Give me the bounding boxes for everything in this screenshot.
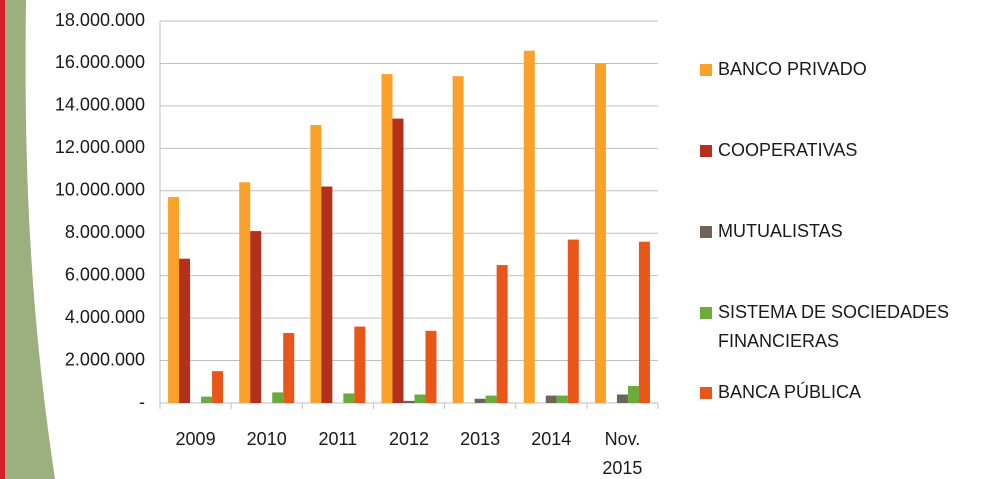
bar [627, 386, 639, 403]
bar [250, 231, 262, 403]
y-tick-label: 14.000.000 [55, 95, 145, 115]
bar [523, 50, 535, 403]
bar [638, 241, 650, 403]
y-tick-label: 12.000.000 [55, 137, 145, 157]
legend-label: BANCO PRIVADO [718, 59, 867, 79]
x-tick-label-box: 2012 [388, 429, 430, 449]
bar [474, 398, 486, 403]
y-tick-label: 8.000.000 [65, 222, 145, 242]
y-tick-label: 10.000.000 [55, 180, 145, 200]
bar [545, 395, 557, 403]
bar [381, 74, 393, 404]
legend-swatch [700, 64, 712, 76]
legend-label-box: BANCO PRIVADO [718, 59, 867, 79]
bar [452, 76, 464, 403]
x-tick-label-box: 2010 [246, 429, 287, 449]
y-tick-label: 4.000.000 [65, 307, 145, 327]
bar [201, 396, 213, 403]
bar [179, 258, 191, 403]
x-tick-label-box: 2013 [460, 429, 501, 449]
x-tick-label: 2013 [460, 429, 501, 449]
legend-label: MUTUALISTAS [718, 221, 843, 241]
bar [556, 395, 568, 403]
x-tick-label: 2011 [318, 429, 358, 449]
y-tick-label: - [139, 392, 145, 412]
bar [168, 197, 180, 403]
bar [272, 392, 284, 403]
decoration [0, 0, 5, 479]
bar [212, 371, 224, 403]
bar [594, 63, 606, 403]
bar [496, 265, 508, 403]
legend-label: SISTEMA DE SOCIEDADES FINANCIERAS [718, 302, 950, 351]
x-tick-label: 2010 [246, 429, 287, 449]
legend-label-box: COOPERATIVAS [718, 140, 858, 160]
x-tick-label: 2012 [388, 429, 430, 449]
x-tick-label-box: 2011 [318, 429, 358, 449]
bar [403, 400, 415, 403]
legend-label-box: SISTEMA DE SOCIEDADES FINANCIERAS [718, 302, 950, 351]
bar [392, 118, 404, 403]
x-tick-label: Nov. 2015 [602, 429, 643, 478]
y-tick-label: 18.000.000 [55, 10, 145, 30]
bar [567, 239, 579, 403]
bar [485, 395, 497, 403]
legend-swatch [700, 307, 712, 319]
bar [414, 394, 426, 403]
y-tick-label: 6.000.000 [65, 264, 145, 284]
legend-swatch [700, 145, 712, 157]
legend-swatch [700, 226, 712, 238]
x-tick-label-box: 2014 [531, 429, 572, 449]
bar [283, 332, 295, 403]
bar [310, 124, 322, 403]
bar [616, 394, 628, 403]
y-tick-label: 16.000.000 [55, 52, 145, 72]
bar [354, 326, 366, 403]
bar [343, 393, 355, 403]
x-tick-label: 2009 [175, 429, 216, 449]
decoration [5, 0, 55, 479]
x-tick-label: 2014 [531, 429, 572, 449]
legend-swatch [700, 387, 712, 399]
legend-label-box: BANCA PÚBLICA [718, 382, 862, 402]
bar [321, 186, 333, 403]
legend-label: BANCA PÚBLICA [718, 382, 862, 402]
y-tick-label: 2.000.000 [65, 349, 145, 369]
x-tick-label-box: Nov. 2015 [602, 429, 643, 478]
legend-label-box: MUTUALISTAS [718, 221, 843, 241]
bar [425, 330, 437, 403]
legend-label: COOPERATIVAS [718, 140, 858, 160]
x-tick-label-box: 2009 [175, 429, 216, 449]
bar [239, 182, 251, 403]
